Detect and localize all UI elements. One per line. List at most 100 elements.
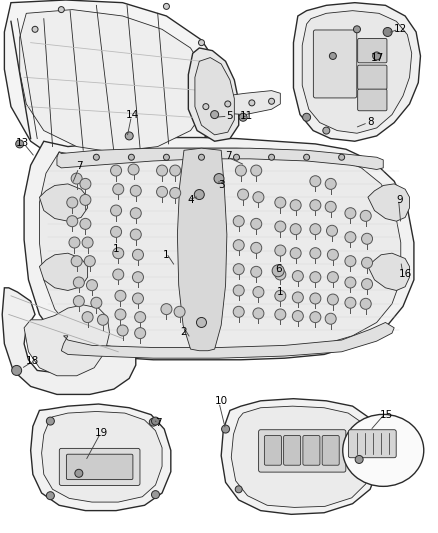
Circle shape — [170, 188, 181, 198]
Circle shape — [233, 306, 244, 317]
Circle shape — [253, 192, 264, 203]
Circle shape — [292, 311, 304, 321]
Circle shape — [290, 248, 301, 259]
Circle shape — [156, 165, 168, 176]
Circle shape — [211, 110, 219, 119]
Circle shape — [161, 304, 172, 314]
Polygon shape — [24, 305, 110, 376]
Circle shape — [249, 100, 255, 106]
Circle shape — [32, 26, 38, 33]
Circle shape — [113, 248, 124, 259]
Polygon shape — [368, 184, 410, 221]
Circle shape — [290, 224, 301, 235]
Text: 8: 8 — [367, 117, 374, 126]
Circle shape — [239, 113, 247, 122]
Circle shape — [73, 277, 85, 288]
Polygon shape — [231, 406, 371, 507]
Circle shape — [275, 269, 286, 280]
Circle shape — [327, 294, 339, 305]
Circle shape — [170, 165, 181, 176]
Circle shape — [149, 418, 157, 426]
Circle shape — [292, 292, 304, 303]
FancyBboxPatch shape — [67, 454, 133, 480]
Circle shape — [310, 224, 321, 235]
Circle shape — [12, 366, 21, 375]
Text: 18: 18 — [26, 357, 39, 366]
Circle shape — [361, 233, 373, 244]
Circle shape — [327, 249, 339, 260]
FancyBboxPatch shape — [358, 65, 387, 90]
Circle shape — [235, 486, 242, 493]
Circle shape — [355, 455, 363, 464]
Circle shape — [272, 265, 284, 277]
Text: 10: 10 — [215, 396, 228, 406]
Text: 11: 11 — [240, 111, 253, 121]
Polygon shape — [177, 148, 227, 351]
Polygon shape — [39, 148, 401, 352]
Circle shape — [73, 296, 85, 306]
Circle shape — [345, 256, 356, 266]
Circle shape — [75, 469, 83, 478]
Text: 1: 1 — [113, 245, 120, 254]
Circle shape — [275, 221, 286, 232]
Circle shape — [71, 256, 82, 266]
Circle shape — [345, 232, 356, 243]
Circle shape — [323, 127, 330, 134]
Circle shape — [233, 264, 244, 274]
Polygon shape — [368, 253, 410, 290]
FancyBboxPatch shape — [322, 435, 339, 465]
Circle shape — [82, 312, 93, 322]
Circle shape — [163, 3, 170, 10]
Text: 7: 7 — [225, 151, 232, 160]
Polygon shape — [42, 411, 162, 502]
Polygon shape — [302, 11, 412, 133]
FancyBboxPatch shape — [284, 435, 300, 465]
Circle shape — [115, 309, 126, 320]
Circle shape — [130, 185, 141, 196]
Polygon shape — [39, 184, 88, 221]
Circle shape — [46, 417, 54, 425]
Polygon shape — [293, 3, 420, 141]
Circle shape — [80, 219, 91, 229]
Text: 12: 12 — [394, 25, 407, 34]
Circle shape — [67, 216, 78, 227]
Circle shape — [197, 318, 206, 327]
Circle shape — [174, 306, 185, 317]
Circle shape — [58, 6, 64, 13]
Polygon shape — [57, 148, 383, 169]
Circle shape — [275, 245, 286, 256]
Circle shape — [253, 308, 264, 319]
Circle shape — [275, 290, 286, 301]
Circle shape — [130, 208, 141, 219]
Polygon shape — [2, 288, 136, 394]
FancyBboxPatch shape — [258, 430, 346, 472]
Circle shape — [152, 490, 159, 499]
Text: 6: 6 — [275, 264, 282, 274]
Text: 9: 9 — [396, 195, 403, 205]
Circle shape — [97, 314, 109, 325]
Circle shape — [132, 293, 144, 304]
Text: 16: 16 — [399, 270, 412, 279]
Circle shape — [360, 211, 371, 221]
Polygon shape — [4, 0, 223, 168]
Circle shape — [251, 219, 262, 229]
Circle shape — [128, 154, 134, 160]
Circle shape — [268, 98, 275, 104]
Circle shape — [80, 195, 91, 205]
Text: 15: 15 — [380, 410, 393, 419]
Text: 1: 1 — [163, 250, 170, 260]
Text: 14: 14 — [126, 110, 139, 119]
Circle shape — [113, 184, 124, 195]
Circle shape — [304, 154, 310, 160]
Circle shape — [225, 101, 231, 107]
Text: 4: 4 — [187, 195, 194, 205]
Polygon shape — [188, 48, 239, 141]
Circle shape — [110, 205, 122, 216]
Circle shape — [290, 200, 301, 211]
Circle shape — [163, 154, 170, 160]
Circle shape — [233, 154, 240, 160]
Circle shape — [345, 277, 356, 288]
Circle shape — [268, 154, 275, 160]
Circle shape — [132, 272, 144, 282]
FancyBboxPatch shape — [59, 448, 140, 486]
